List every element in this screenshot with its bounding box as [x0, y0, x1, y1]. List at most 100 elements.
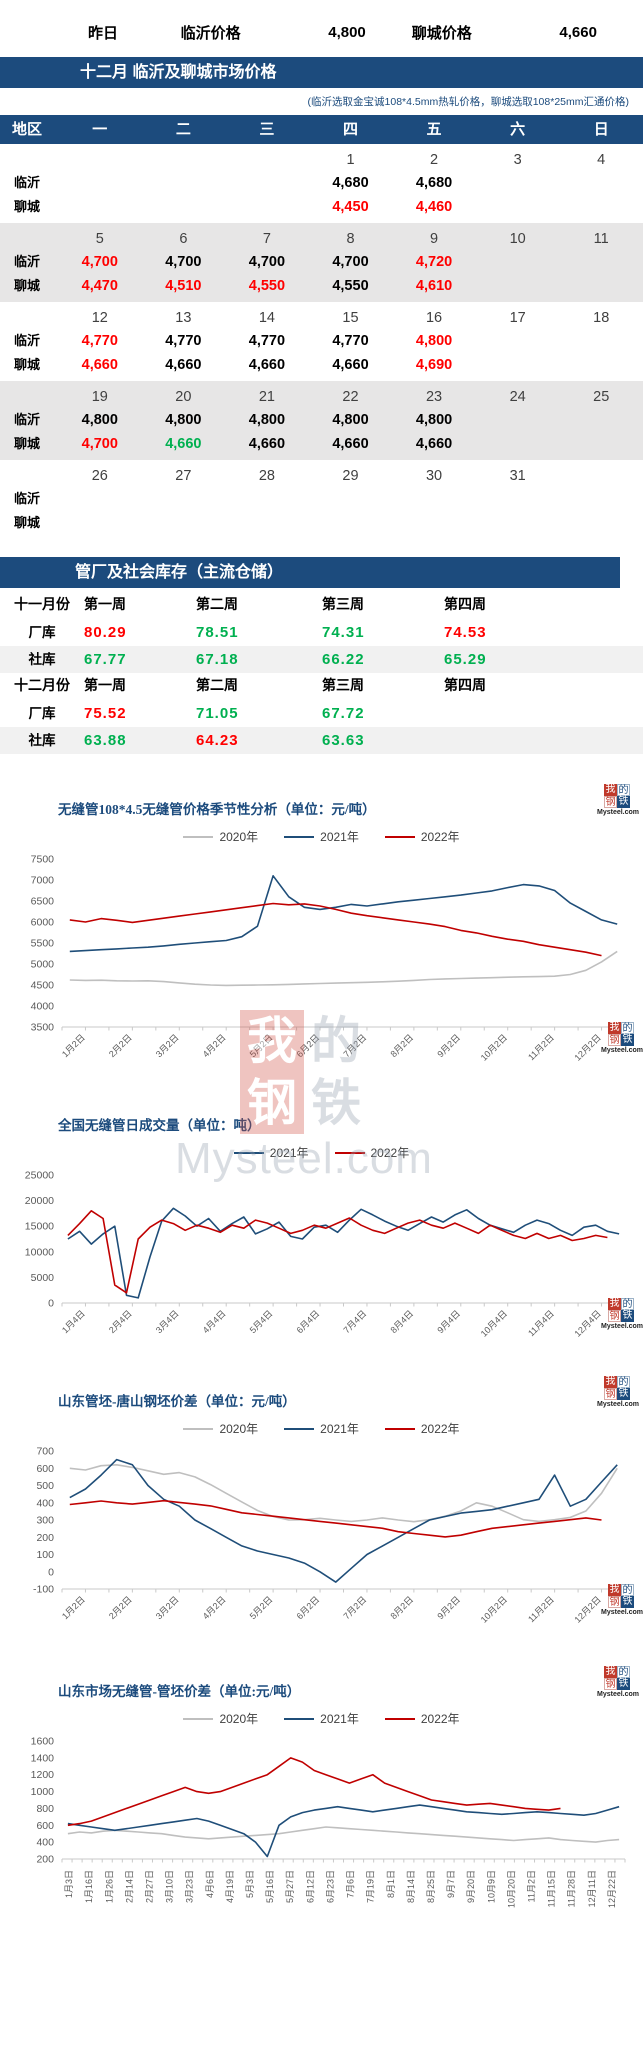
- charts-area: 无缝管108*4.5无缝管价格季节性分析（单位：元/吨） 2020年 2021年 20…: [0, 784, 643, 1938]
- svg-text:500: 500: [36, 1480, 54, 1492]
- mysteel-logo-char: 的: [621, 1298, 634, 1310]
- inventory-month-label: 十一月份: [14, 598, 70, 613]
- price-cell: [476, 171, 560, 195]
- legend-label: 2020年: [219, 1422, 259, 1436]
- calendar-price-row: 聊城 4,470 4,510 4,550 4,550 4,610: [0, 274, 643, 298]
- mysteel-logo-text: Mysteel.com: [597, 809, 640, 816]
- mysteel-logo-chars: 我的钢铁: [601, 1022, 641, 1046]
- chart-4: 山东市场无缝管-管坯价差（单位:元/吨） 2020年 2021年 2022年 1600 1…: [0, 1666, 643, 1938]
- inventory-value: 78.51: [196, 624, 239, 641]
- svg-text:9月7日: 9月7日: [446, 1870, 456, 1898]
- legend-item: 2022年: [384, 828, 460, 845]
- week-block: 19 20 21 22 23 24 25 临沂 4,800 4,800 4,800 4,800 4,80…: [0, 381, 643, 460]
- price-cell: [476, 432, 560, 456]
- series-line-2022年: [69, 902, 602, 957]
- legend-item: 2021年: [233, 1144, 309, 1161]
- svg-text:2月4日: 2月4日: [107, 1308, 134, 1335]
- legend-label: 2022年: [370, 1146, 410, 1160]
- chart-legend: 2021年 2022年: [0, 1144, 643, 1161]
- calendar-date-row: 19 20 21 22 23 24 25: [0, 383, 643, 408]
- date-cell: 19: [91, 389, 108, 405]
- svg-text:11月28日: 11月28日: [567, 1870, 577, 1907]
- svg-text:6月23日: 6月23日: [325, 1870, 335, 1903]
- svg-text:10月2日: 10月2日: [479, 1032, 509, 1062]
- price-cell: 4,460: [415, 199, 453, 215]
- price-cell: 4,610: [415, 278, 453, 294]
- price-cell: [476, 487, 560, 511]
- inventory-row: 厂库 75.52 71.05 67.72: [0, 700, 643, 727]
- svg-text:5月3日: 5月3日: [245, 1870, 255, 1898]
- date-cell-spacer: [0, 304, 58, 329]
- price-cell: [476, 274, 560, 298]
- calendar-price-row: 临沂 4,770 4,770 4,770 4,770 4,800: [0, 329, 643, 353]
- legend-swatch-line: [284, 1427, 315, 1430]
- price-cell: 4,700: [248, 254, 286, 270]
- svg-text:8月2日: 8月2日: [388, 1594, 415, 1621]
- svg-text:10月20日: 10月20日: [506, 1870, 516, 1908]
- chart-3: 山东管坯-唐山钢坯价差（单位：元/吨） 2020年 2021年 2022年 700 600…: [0, 1376, 643, 1646]
- legend-swatch-line: [284, 1717, 315, 1720]
- calendar-header-day: 日: [593, 121, 609, 138]
- price-cell: [559, 329, 643, 353]
- mysteel-logo-char: 我: [604, 1666, 617, 1678]
- svg-text:4月6日: 4月6日: [205, 1870, 215, 1898]
- date-cell: 28: [258, 468, 275, 484]
- svg-text:300: 300: [36, 1515, 54, 1527]
- calendar-price-row: 聊城: [0, 511, 643, 535]
- date-cell: 15: [342, 310, 359, 326]
- price-cell: 4,800: [165, 412, 202, 428]
- price-cell: 4,800: [332, 412, 369, 428]
- inventory-week-label: 第一周: [84, 679, 126, 694]
- inventory-section-title: 管厂及社会库存（主流仓储）: [0, 557, 620, 588]
- mysteel-logo-char: 我: [604, 784, 617, 796]
- date-cell: 2: [430, 152, 439, 168]
- inventory-table: 十一月份 第一周 第二周 第三周 第四周 厂库 80.29 78.51 74.31 74.53 社库…: [0, 592, 643, 754]
- series-line-2022年: [69, 1499, 602, 1538]
- week-block: 1 2 3 4 临沂 4,680 4,680 聊城 4,450 4,460: [0, 144, 643, 223]
- chart-title: 全国无缝管日成交量（单位：吨）: [58, 1118, 261, 1133]
- series-line-2021年: [67, 1207, 620, 1299]
- inventory-week-label: 第二周: [196, 598, 238, 613]
- date-cell-spacer: [0, 462, 58, 487]
- inventory-month-header: 十二月份 第一周 第二周 第三周 第四周: [0, 673, 643, 700]
- date-cell: 22: [342, 389, 359, 405]
- price-cell: [142, 511, 226, 535]
- svg-text:1月16日: 1月16日: [84, 1870, 94, 1903]
- inventory-value: 67.72: [322, 705, 365, 722]
- svg-text:2月2日: 2月2日: [107, 1032, 134, 1059]
- calendar-price-row: 临沂 4,680 4,680: [0, 171, 643, 195]
- legend-item: 2021年: [284, 1710, 359, 1727]
- legend-item: 2022年: [334, 1144, 410, 1161]
- legend-swatch-line: [334, 1151, 365, 1154]
- price-cell: 4,660: [332, 357, 369, 373]
- date-cell: 25: [593, 389, 610, 405]
- svg-text:100: 100: [36, 1549, 54, 1561]
- svg-text:7月19日: 7月19日: [366, 1870, 376, 1903]
- svg-text:3月4日: 3月4日: [154, 1308, 181, 1335]
- chart-2: 全国无缝管日成交量（单位：吨） 2021年 2022年 25000 20000 15000…: [0, 1114, 643, 1360]
- price-cell: 4,700: [165, 254, 202, 270]
- svg-text:10月2日: 10月2日: [479, 1594, 509, 1624]
- inventory-row-label: 社库: [28, 652, 56, 667]
- calendar-header-day: 一: [92, 121, 108, 138]
- date-cell: 7: [262, 231, 271, 247]
- calendar-table: 地区一二三四五六日 1 2 3 4 临沂 4,680 4,680 聊城 4,450 4,460 5 6 7…: [0, 113, 643, 539]
- chart-1: 无缝管108*4.5无缝管价格季节性分析（单位：元/吨） 2020年 2021年 20…: [0, 784, 643, 1183]
- week-block: 12 13 14 15 16 17 18 临沂 4,770 4,770 4,770 4,770 4,80…: [0, 302, 643, 381]
- mysteel-logo: 我的钢铁 Mysteel.com: [601, 1584, 643, 1616]
- calendar-header-day: 三: [259, 121, 275, 138]
- date-cell: 31: [509, 468, 526, 484]
- date-cell: 30: [425, 468, 443, 484]
- legend-swatch-line: [183, 1427, 214, 1430]
- price-cell: 4,510: [165, 278, 202, 294]
- date-cell-spacer: [0, 383, 58, 408]
- svg-text:1000: 1000: [31, 1786, 55, 1798]
- chart-legend: 2020年 2021年 2022年: [0, 1420, 643, 1437]
- price-cell: [476, 195, 560, 219]
- inventory-value: 66.22: [322, 651, 365, 668]
- svg-text:0: 0: [48, 1566, 54, 1578]
- mysteel-logo-char: 我: [604, 1376, 617, 1388]
- price-cell: 4,800: [81, 412, 118, 428]
- date-cell: 16: [425, 310, 443, 326]
- chart-plot: 700 600 500 400 300 200 100 0 -100 1月2日 2月2日 3月2日 4月…: [33, 1446, 626, 1625]
